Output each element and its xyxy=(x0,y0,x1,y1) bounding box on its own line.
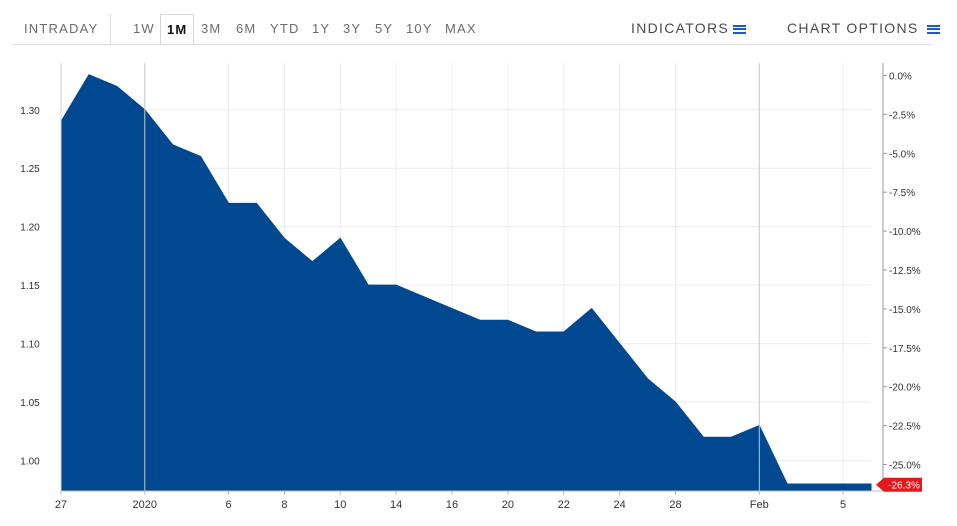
percent-tick-label: -17.5% xyxy=(889,344,921,355)
x-tick-label: 27 xyxy=(55,499,67,511)
percent-tick-label: -15.0% xyxy=(889,305,921,316)
percent-tick-label: -22.5% xyxy=(889,422,921,433)
range-tab-1y[interactable]: 1Y xyxy=(312,21,331,36)
x-tick-label: 20 xyxy=(502,499,514,511)
toolbar-divider xyxy=(110,14,111,44)
range-tab-6m[interactable]: 6M xyxy=(236,21,257,36)
y-tick-label: 1.20 xyxy=(20,223,40,234)
range-tab-3y[interactable]: 3Y xyxy=(343,21,362,36)
period-separators xyxy=(144,63,760,491)
range-tab-10y[interactable]: 10Y xyxy=(406,21,433,36)
menu-icon xyxy=(926,24,940,34)
percent-tick-label: -25.0% xyxy=(889,461,921,472)
x-tick-label: 6 xyxy=(226,499,232,511)
last-change-label: -26.3% xyxy=(888,480,920,491)
x-tick-label: 14 xyxy=(390,499,402,511)
last-change-badge-group: -26.3% xyxy=(876,477,922,492)
y-tick-label: 1.10 xyxy=(20,340,40,351)
x-tick-label: 28 xyxy=(669,499,681,511)
x-tick-label: 16 xyxy=(446,499,458,511)
percent-tick-label: -20.0% xyxy=(889,383,921,394)
chart-options-button[interactable]: CHART OPTIONS xyxy=(787,20,940,36)
range-tab-5y[interactable]: 5Y xyxy=(375,21,394,36)
x-tick-label: 22 xyxy=(558,499,570,511)
price-area xyxy=(60,74,872,492)
percent-tick-label: -12.5% xyxy=(889,266,921,277)
x-tick-label: 5 xyxy=(840,499,846,511)
range-tab-intraday[interactable]: INTRADAY xyxy=(24,21,99,36)
percent-tick-label: -2.5% xyxy=(889,110,915,121)
range-tab-3m[interactable]: 3M xyxy=(201,21,222,36)
x-tick-label: 24 xyxy=(613,499,625,511)
series-area xyxy=(60,74,872,492)
last-change-badge xyxy=(876,477,922,492)
chart-options-label: CHART OPTIONS xyxy=(787,20,919,36)
range-tab-max[interactable]: MAX xyxy=(445,21,477,36)
y-tick-label: 1.15 xyxy=(20,281,40,292)
toolbar: INTRADAY 1W 1M 3M 6M YTD 1Y 3Y 5Y 10Y MA… xyxy=(0,0,957,46)
percent-tick-label: -5.0% xyxy=(889,149,915,160)
menu-icon xyxy=(733,24,747,34)
indicators-label: INDICATORS xyxy=(631,20,730,36)
range-tab-1m[interactable]: 1M xyxy=(160,14,195,45)
x-tick-labels: 27 2020 6 8 10 14 16 20 22 24 28 Feb 5 xyxy=(55,491,846,511)
toolbar-underline xyxy=(12,44,932,45)
y-tick-label: 1.30 xyxy=(20,106,40,117)
y-tick-label: 1.00 xyxy=(20,457,40,468)
percent-tick-label: -10.0% xyxy=(889,227,921,238)
axes xyxy=(60,63,884,492)
percent-tick-label: 0.0% xyxy=(889,71,912,82)
percent-tick-label: -7.5% xyxy=(889,188,915,199)
range-tab-1w[interactable]: 1W xyxy=(133,21,155,36)
x-tick-label: Feb xyxy=(750,499,769,511)
y-tick-label: 1.25 xyxy=(20,164,40,175)
x-tick-label: 8 xyxy=(281,499,287,511)
x-tick-label: 2020 xyxy=(133,499,157,511)
indicators-button[interactable]: INDICATORS xyxy=(631,20,747,36)
y-tick-label: 1.05 xyxy=(20,398,40,409)
percent-tick-labels: 0.0% -2.5% -5.0% -7.5% -10.0% -12.5% -15.0% -17… xyxy=(883,71,921,472)
range-tab-ytd[interactable]: YTD xyxy=(270,21,300,36)
y-tick-labels: 1.00 1.05 1.10 1.15 1.20 1.25 1.30 xyxy=(20,106,40,468)
x-tick-label: 10 xyxy=(334,499,346,511)
